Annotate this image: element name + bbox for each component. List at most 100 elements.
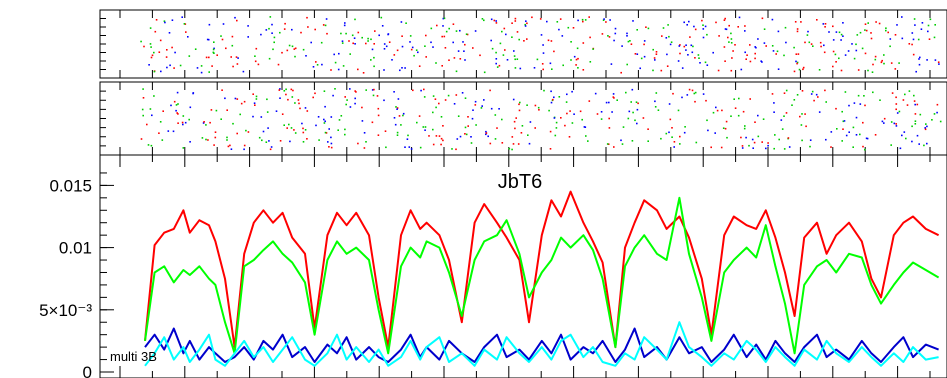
raster-dot: [220, 35, 222, 37]
raster-dot: [542, 44, 544, 46]
raster-dot: [582, 69, 585, 71]
raster-dot: [883, 117, 886, 120]
raster-dot: [236, 132, 238, 135]
raster-dot: [142, 97, 145, 99]
middle-raster-dots: [140, 88, 942, 151]
raster-dot: [302, 141, 305, 143]
raster-dot: [424, 129, 426, 131]
raster-dot: [341, 40, 344, 42]
raster-dot: [494, 138, 497, 140]
raster-dot: [643, 55, 646, 58]
raster-dot: [391, 59, 393, 61]
raster-dot: [521, 125, 524, 127]
raster-dot: [365, 89, 367, 91]
raster-dot: [495, 22, 498, 24]
raster-dot: [555, 127, 558, 129]
raster-dot: [270, 146, 273, 148]
main-y-axis: 0 5×10⁻³ 0.01 0.015: [39, 172, 114, 378]
raster-dot: [171, 19, 174, 21]
raster-dot: [853, 102, 856, 104]
raster-dot: [495, 51, 497, 54]
raster-dot: [635, 101, 638, 103]
raster-dot: [517, 143, 520, 145]
raster-dot: [292, 89, 294, 92]
raster-dot: [919, 113, 922, 116]
raster-dot: [640, 57, 643, 60]
raster-dot: [933, 113, 936, 115]
raster-dot: [570, 59, 572, 61]
raster-dot: [149, 27, 152, 29]
raster-dot: [773, 102, 775, 104]
raster-dot: [257, 63, 260, 66]
raster-dot: [357, 31, 360, 34]
raster-dot: [451, 148, 453, 150]
raster-dot: [582, 42, 585, 44]
raster-dot: [553, 50, 555, 53]
raster-dot: [501, 142, 504, 144]
raster-dot: [207, 139, 209, 141]
raster-dot: [184, 121, 187, 124]
raster-dot: [442, 139, 444, 142]
raster-dot: [304, 129, 307, 131]
raster-dot: [866, 137, 869, 140]
raster-dot: [498, 108, 500, 110]
raster-dot: [683, 45, 686, 48]
raster-dot: [170, 104, 172, 107]
raster-dot: [285, 93, 287, 96]
raster-dot: [378, 34, 380, 37]
raster-dot: [801, 113, 803, 115]
raster-dot: [927, 30, 929, 33]
raster-dot: [669, 43, 672, 46]
raster-dot: [778, 138, 780, 141]
raster-dot: [302, 48, 305, 51]
raster-dot: [221, 38, 224, 41]
raster-dot: [830, 131, 833, 133]
raster-dot: [773, 111, 775, 113]
raster-dot: [428, 135, 430, 137]
raster-dot: [671, 136, 673, 138]
raster-dot: [890, 62, 893, 64]
raster-dot: [314, 92, 316, 95]
raster-dot: [338, 119, 341, 121]
raster-dot: [385, 146, 387, 149]
raster-dot: [255, 98, 258, 100]
raster-dot: [681, 96, 683, 99]
raster-dot: [305, 55, 307, 57]
raster-dot: [836, 128, 838, 130]
raster-dot: [855, 43, 857, 46]
raster-dot: [670, 41, 673, 43]
raster-dot: [227, 145, 230, 148]
raster-dot: [306, 16, 308, 19]
raster-dot: [914, 123, 917, 125]
raster-dot: [688, 88, 691, 91]
raster-dot: [255, 95, 258, 98]
raster-dot: [452, 23, 455, 25]
raster-dot: [577, 19, 579, 22]
y-tick-label: 0.015: [49, 176, 92, 195]
raster-dot: [185, 31, 187, 33]
raster-dot: [141, 108, 144, 111]
raster-dot: [440, 143, 442, 146]
raster-dot: [810, 93, 813, 95]
raster-dot: [377, 107, 380, 110]
raster-dot: [895, 123, 897, 125]
raster-dot: [231, 35, 234, 38]
raster-dot: [333, 53, 335, 56]
raster-dot: [748, 144, 750, 147]
y-tick-label: 5×10⁻³: [39, 301, 92, 320]
raster-dot: [939, 120, 942, 123]
raster-dot: [273, 36, 276, 39]
raster-dot: [645, 26, 647, 28]
raster-dot: [611, 111, 613, 113]
raster-dot: [512, 98, 515, 101]
raster-dot: [620, 71, 622, 74]
raster-dot: [467, 125, 469, 127]
raster-dot: [400, 124, 402, 126]
raster-dot: [655, 51, 658, 53]
raster-dot: [927, 24, 930, 27]
raster-dot: [398, 115, 401, 117]
raster-dot: [549, 130, 552, 133]
raster-dot: [485, 132, 488, 134]
raster-dot: [161, 139, 164, 141]
raster-dot: [173, 67, 175, 69]
